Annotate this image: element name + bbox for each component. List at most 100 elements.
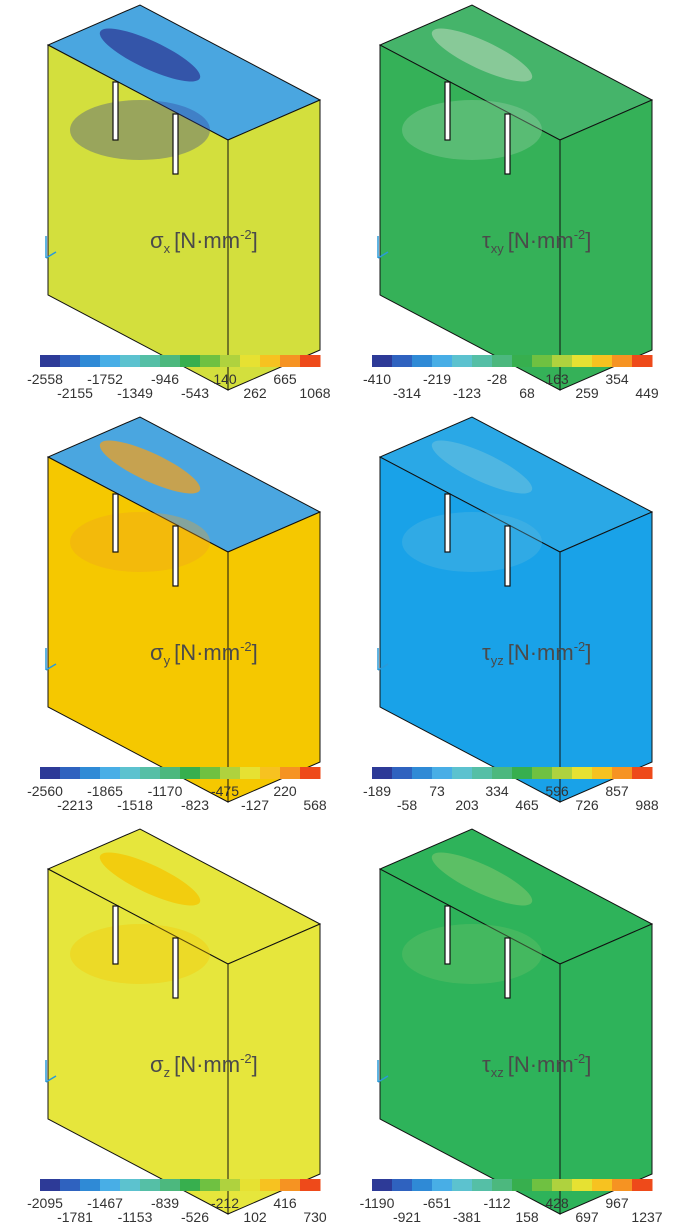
figure: σx[N·mm-2]-2558-2155-1752-1349-946-54314… <box>0 0 675 1224</box>
colorbar-cell <box>180 767 201 779</box>
colorbar-tick-label: -1190 <box>360 1195 395 1211</box>
slit <box>113 494 118 552</box>
colorbar-tick-label: 140 <box>213 371 237 387</box>
colorbar-tick-label: -946 <box>151 371 179 387</box>
panel: σy[N·mm-2]-2560-2213-1865-1518-1170-823-… <box>27 417 327 813</box>
colorbar-tick-label: -127 <box>241 797 269 813</box>
colorbar-cell <box>612 355 633 367</box>
colorbar-cell <box>260 767 281 779</box>
closing: ] <box>585 640 591 665</box>
unit: [N·mm <box>508 228 574 253</box>
panel: τxz[N·mm-2]-1190-921-651-381-11215842869… <box>360 829 663 1224</box>
colorbar-tick-label: -1349 <box>117 385 153 401</box>
unit: [N·mm <box>508 1052 574 1077</box>
colorbar-cell <box>200 355 221 367</box>
colorbar-cell <box>200 1179 221 1191</box>
colorbar-tick-label: 262 <box>243 385 267 401</box>
colorbar-tick-label: -314 <box>393 385 421 401</box>
colorbar-cell <box>492 767 513 779</box>
slit <box>173 938 178 998</box>
colorbar-cell <box>412 355 433 367</box>
colorbar-cell <box>140 767 161 779</box>
colorbar-cell <box>612 1179 633 1191</box>
colorbar-tick-label: 596 <box>545 783 569 799</box>
colorbar-tick-label: 730 <box>303 1209 327 1224</box>
colorbar-tick-label: -921 <box>393 1209 421 1224</box>
colorbar-cell <box>572 355 593 367</box>
colorbar-tick-label: 68 <box>519 385 535 401</box>
colorbar-cell <box>532 355 553 367</box>
colorbar-cell <box>300 1179 321 1191</box>
exponent: -2 <box>240 227 252 242</box>
colorbar-tick-label: 726 <box>575 797 599 813</box>
slit <box>505 114 510 174</box>
colorbar-tick-label: -28 <box>487 371 507 387</box>
unit: [N·mm <box>174 228 240 253</box>
right-face <box>560 100 652 390</box>
front-contour <box>402 512 542 572</box>
symbol: τ <box>482 1052 491 1077</box>
slit <box>113 82 118 140</box>
colorbar-tick-label: 1068 <box>299 385 330 401</box>
panel: σx[N·mm-2]-2558-2155-1752-1349-946-54314… <box>27 5 331 401</box>
panel: τyz[N·mm-2]-189-587320333446559672685798… <box>363 417 659 813</box>
colorbar-cell <box>392 767 413 779</box>
colorbar-cell <box>220 355 241 367</box>
subscript: yz <box>491 653 504 668</box>
colorbar-cell <box>452 767 473 779</box>
colorbar-cell <box>632 355 653 367</box>
colorbar-tick-label: -839 <box>151 1195 179 1211</box>
colorbar-cell <box>120 355 141 367</box>
slit <box>445 82 450 140</box>
symbol: τ <box>482 640 491 665</box>
colorbar-tick-label: 73 <box>429 783 445 799</box>
colorbar-cell <box>280 355 301 367</box>
subscript: z <box>164 1065 171 1080</box>
front-contour <box>70 100 210 160</box>
colorbar-cell <box>60 767 81 779</box>
slit <box>113 906 118 964</box>
colorbar-cell <box>612 767 633 779</box>
colorbar-cell <box>592 355 613 367</box>
colorbar-tick-label: -1781 <box>57 1209 93 1224</box>
right-face <box>228 924 320 1214</box>
colorbar-tick-label: -651 <box>423 1195 451 1211</box>
right-face <box>560 924 652 1214</box>
colorbar-cell <box>372 767 393 779</box>
colorbar-tick-label: 203 <box>455 797 479 813</box>
colorbar-tick-label: -823 <box>181 797 209 813</box>
colorbar-cell <box>392 1179 413 1191</box>
colorbar-tick-label: 697 <box>575 1209 599 1224</box>
colorbar-cell <box>412 767 433 779</box>
colorbar-cell <box>512 767 533 779</box>
colorbar-cell <box>512 355 533 367</box>
right-face <box>228 100 320 390</box>
colorbar-cell <box>200 767 221 779</box>
colorbar-cell <box>472 355 493 367</box>
colorbar-tick-label: 568 <box>303 797 327 813</box>
colorbar-cell <box>240 767 261 779</box>
colorbar-cell <box>140 355 161 367</box>
colorbar-cell <box>100 355 121 367</box>
colorbar-tick-label: 102 <box>243 1209 267 1224</box>
colorbar-tick-label: 967 <box>605 1195 629 1211</box>
exponent: -2 <box>574 1051 586 1066</box>
colorbar-cell <box>120 1179 141 1191</box>
colorbar-cell <box>160 355 181 367</box>
colorbar-cell <box>492 1179 513 1191</box>
colorbar-tick-label: -112 <box>484 1195 511 1211</box>
colorbar-tick-label: 334 <box>485 783 509 799</box>
colorbar-tick-label: 259 <box>575 385 599 401</box>
colorbar-tick-label: 428 <box>545 1195 569 1211</box>
colorbar-cell <box>472 1179 493 1191</box>
colorbar-cell <box>180 355 201 367</box>
colorbar-cell <box>260 355 281 367</box>
colorbar-cell <box>532 767 553 779</box>
colorbar-cell <box>160 767 181 779</box>
closing: ] <box>585 1052 591 1077</box>
unit: [N·mm <box>174 640 240 665</box>
exponent: -2 <box>240 1051 252 1066</box>
colorbar-tick-label: -212 <box>211 1195 239 1211</box>
colorbar-cell <box>572 1179 593 1191</box>
colorbar-cell <box>280 767 301 779</box>
